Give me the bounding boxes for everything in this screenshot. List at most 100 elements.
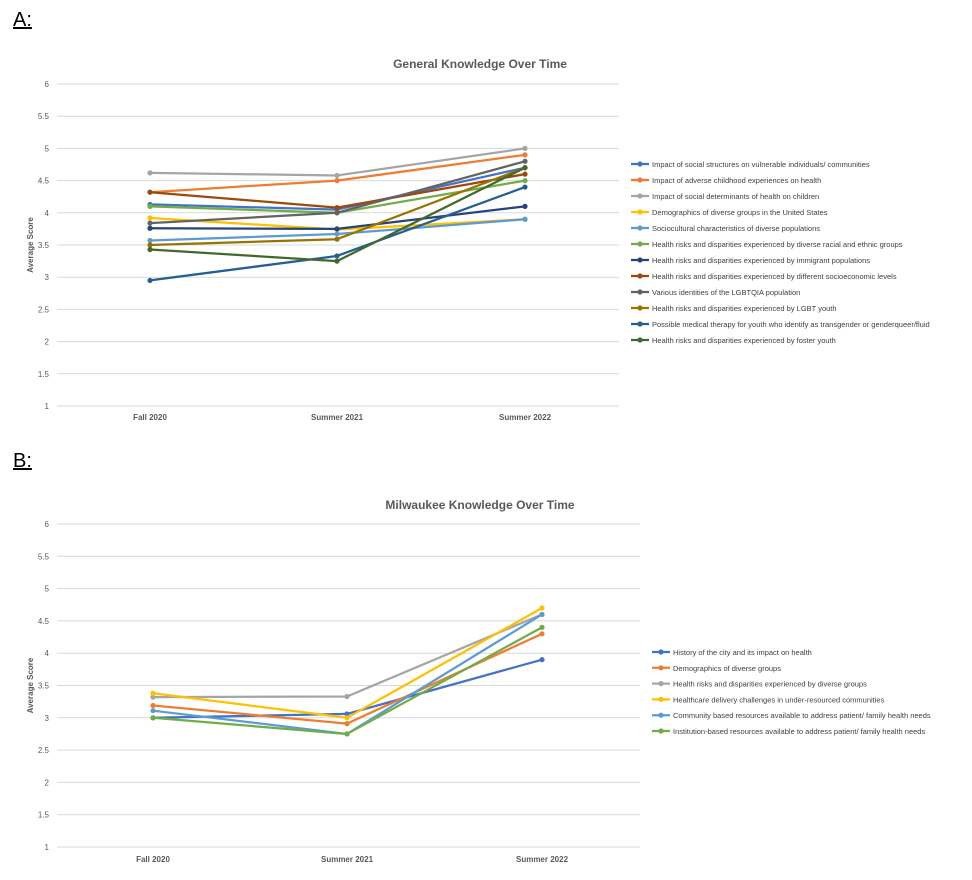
data-point (147, 203, 153, 209)
data-point (150, 708, 156, 714)
data-point (539, 657, 545, 663)
legend-label: Healthcare delivery challenges in under-… (673, 695, 885, 704)
data-point (539, 605, 545, 611)
data-point (150, 690, 156, 696)
legend-label: Impact of social structures on vulnerabl… (652, 160, 870, 169)
legend-swatch-marker (637, 321, 643, 327)
legend-entry: Impact of social determinants of health … (631, 192, 819, 201)
legend-swatch-marker (658, 649, 664, 655)
series-line (152, 613, 543, 699)
legend-label: Demographics of diverse groups (673, 664, 781, 673)
legend-label: Health risks and disparities experienced… (652, 304, 837, 313)
y-tick-label: 5 (45, 144, 50, 153)
data-point (334, 178, 340, 184)
data-point (147, 225, 153, 231)
legend-label: Possible medical therapy for youth who i… (652, 320, 930, 329)
legend-entry: Health risks and disparities experienced… (631, 256, 870, 265)
data-point (522, 203, 528, 209)
legend-label: Sociocultural characteristics of diverse… (652, 224, 820, 233)
legend-swatch-marker (658, 728, 664, 734)
legend-entry: Demographics of diverse groups in the Un… (631, 208, 828, 217)
y-tick-label: 2.5 (38, 746, 50, 755)
x-tick-label: Fall 2020 (133, 413, 167, 422)
legend-entry: Health risks and disparities experienced… (631, 240, 903, 249)
data-point (539, 611, 545, 618)
data-point (147, 215, 153, 221)
legend-label: Health risks and disparities experienced… (652, 272, 897, 281)
legend-swatch-marker (637, 241, 643, 247)
y-tick-label: 2 (45, 338, 50, 347)
data-point (334, 236, 340, 242)
general-knowledge-chart: General Knowledge Over Time 1 1.5 2 2.5 3 3.5 4… (26, 57, 930, 422)
legend-label: Various identities of the LGBTQIA popula… (652, 288, 800, 297)
data-point (147, 189, 153, 195)
legend-label: Health risks and disparities experienced… (652, 256, 870, 265)
legend-label: Impact of social determinants of health … (652, 192, 819, 201)
legend-swatch-marker (637, 273, 643, 279)
panel-a-label: A: (13, 9, 32, 31)
y-tick-label: 5.5 (38, 112, 50, 121)
y-tick-label: 2.5 (38, 305, 50, 314)
data-point (344, 731, 350, 737)
y-axis-label: Average Score (26, 217, 35, 273)
legend-swatch-marker (637, 305, 643, 311)
legend-entry: Health risks and disparities experienced… (631, 272, 897, 281)
legend-entry: Institution-based resources available to… (652, 727, 925, 736)
y-tick-label: 1.5 (38, 811, 50, 820)
data-point (334, 258, 340, 264)
series-line (152, 606, 543, 719)
series-3 (150, 611, 545, 700)
data-point (150, 715, 156, 721)
data-point (522, 152, 528, 158)
legend-label: Community based resources available to a… (673, 711, 931, 720)
series-4 (150, 605, 545, 721)
data-point (147, 170, 153, 176)
legend-entry: Healthcare delivery challenges in under-… (652, 695, 885, 704)
legend-swatch-marker (658, 712, 664, 718)
data-point (147, 220, 153, 226)
data-point (147, 277, 153, 284)
legend-entry: Health risks and disparities experienced… (631, 304, 837, 313)
legend-swatch-marker (658, 696, 664, 702)
y-tick-label: 2 (45, 778, 50, 787)
series-6 (150, 624, 545, 737)
chart-title: Milwaukee Knowledge Over Time (385, 498, 574, 512)
data-point (334, 172, 340, 179)
legend-swatch-marker (637, 177, 643, 183)
data-point (522, 171, 528, 177)
legend-swatch-marker (637, 289, 643, 295)
chart-title: General Knowledge Over Time (393, 57, 567, 71)
data-point (522, 158, 528, 164)
legend-entry: Sociocultural characteristics of diverse… (631, 224, 820, 233)
y-tick-label: 3.5 (38, 682, 50, 691)
legend-swatch-marker (637, 209, 643, 215)
legend-entry: Possible medical therapy for youth who i… (631, 320, 930, 329)
legend-swatch-marker (658, 681, 664, 687)
y-tick-label: 5.5 (38, 552, 50, 561)
data-point (539, 624, 545, 630)
y-tick-label: 4.5 (38, 617, 50, 626)
legend-entry: Various identities of the LGBTQIA popula… (631, 288, 800, 297)
series-9 (147, 158, 528, 226)
x-tick-label: Summer 2021 (321, 855, 374, 864)
panel-b-label: B: (13, 450, 32, 472)
data-point (344, 721, 350, 727)
series-7 (147, 203, 528, 232)
legend-label: Health risks and disparities experienced… (652, 240, 903, 249)
y-axis-label: Average Score (26, 657, 35, 713)
y-tick-label: 3.5 (38, 241, 50, 250)
x-tick-label: Summer 2022 (499, 413, 552, 422)
y-tick-label: 4 (45, 209, 50, 218)
data-point (147, 242, 153, 248)
legend-swatch-marker (637, 193, 643, 199)
data-point (150, 694, 156, 700)
y-tick-label: 1 (45, 843, 50, 852)
legend-swatch-marker (658, 665, 664, 671)
legend-label: Health risks and disparities experienced… (652, 336, 836, 345)
data-point (522, 216, 528, 222)
legend-label: Demographics of diverse groups in the Un… (652, 208, 828, 217)
data-point (522, 145, 528, 151)
legend-swatch-marker (637, 225, 643, 231)
data-point (344, 711, 350, 717)
data-point (334, 253, 340, 259)
